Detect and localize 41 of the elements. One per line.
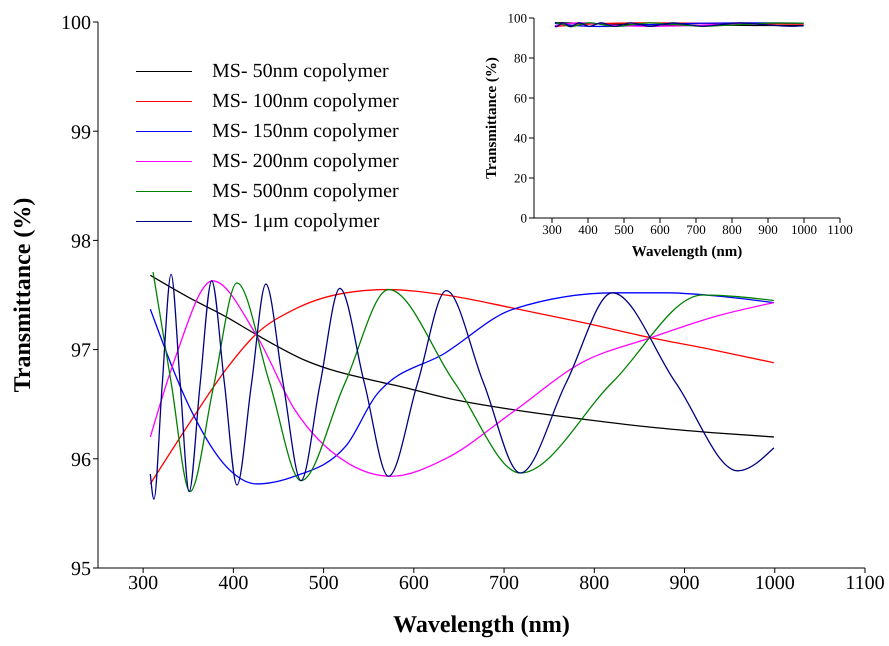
y-tick-label: 0 [520, 210, 527, 226]
legend-label: MS- 500nm copolymer [212, 180, 399, 202]
x-axis-title: Wavelength (nm) [393, 612, 570, 638]
x-axis-title: Wavelength (nm) [632, 244, 742, 260]
x-tick-label: 800 [722, 222, 742, 238]
x-tick-label: 800 [579, 572, 610, 594]
x-tick-label: 600 [650, 222, 670, 238]
legend-label: MS- 150nm copolymer [212, 120, 399, 142]
x-tick-label: 1100 [845, 572, 885, 594]
y-tick-label: 97 [71, 340, 91, 362]
y-axis-title: Transmittance (%) [10, 198, 36, 392]
x-tick-label: 700 [686, 222, 706, 238]
x-tick-label: 900 [758, 222, 778, 238]
x-tick-label: 500 [614, 222, 634, 238]
x-tick-label: 300 [542, 222, 562, 238]
legend-label: MS- 50nm copolymer [212, 60, 389, 82]
y-tick-label: 20 [514, 170, 527, 186]
legend-label: MS- 1μm copolymer [212, 210, 380, 232]
y-axis-title: Transmittance (%) [484, 57, 500, 179]
legend-label: MS- 100nm copolymer [212, 90, 399, 112]
x-tick-label: 600 [398, 572, 429, 594]
line-series [150, 274, 775, 438]
y-tick-label: 95 [71, 558, 91, 580]
y-tick-label: 98 [71, 230, 91, 252]
y-tick-label: 40 [514, 130, 527, 146]
x-tick-label: 400 [218, 572, 248, 594]
x-tick-label: 500 [308, 572, 339, 594]
x-tick-label: 1100 [827, 222, 853, 238]
y-tick-label: 96 [71, 448, 91, 471]
x-tick-label: 400 [578, 222, 598, 238]
y-tick-label: 100 [61, 12, 91, 34]
x-tick-label: 300 [128, 572, 158, 594]
x-tick-label: 900 [670, 572, 700, 594]
y-tick-label: 100 [508, 10, 527, 26]
x-tick-label: 700 [489, 572, 520, 594]
y-tick-label: 80 [514, 50, 527, 66]
x-tick-label: 1000 [754, 572, 795, 594]
legend-label: MS- 200nm copolymer [212, 150, 399, 172]
y-tick-label: 99 [71, 121, 91, 144]
x-tick-label: 1000 [791, 222, 817, 238]
y-tick-label: 60 [514, 90, 527, 106]
